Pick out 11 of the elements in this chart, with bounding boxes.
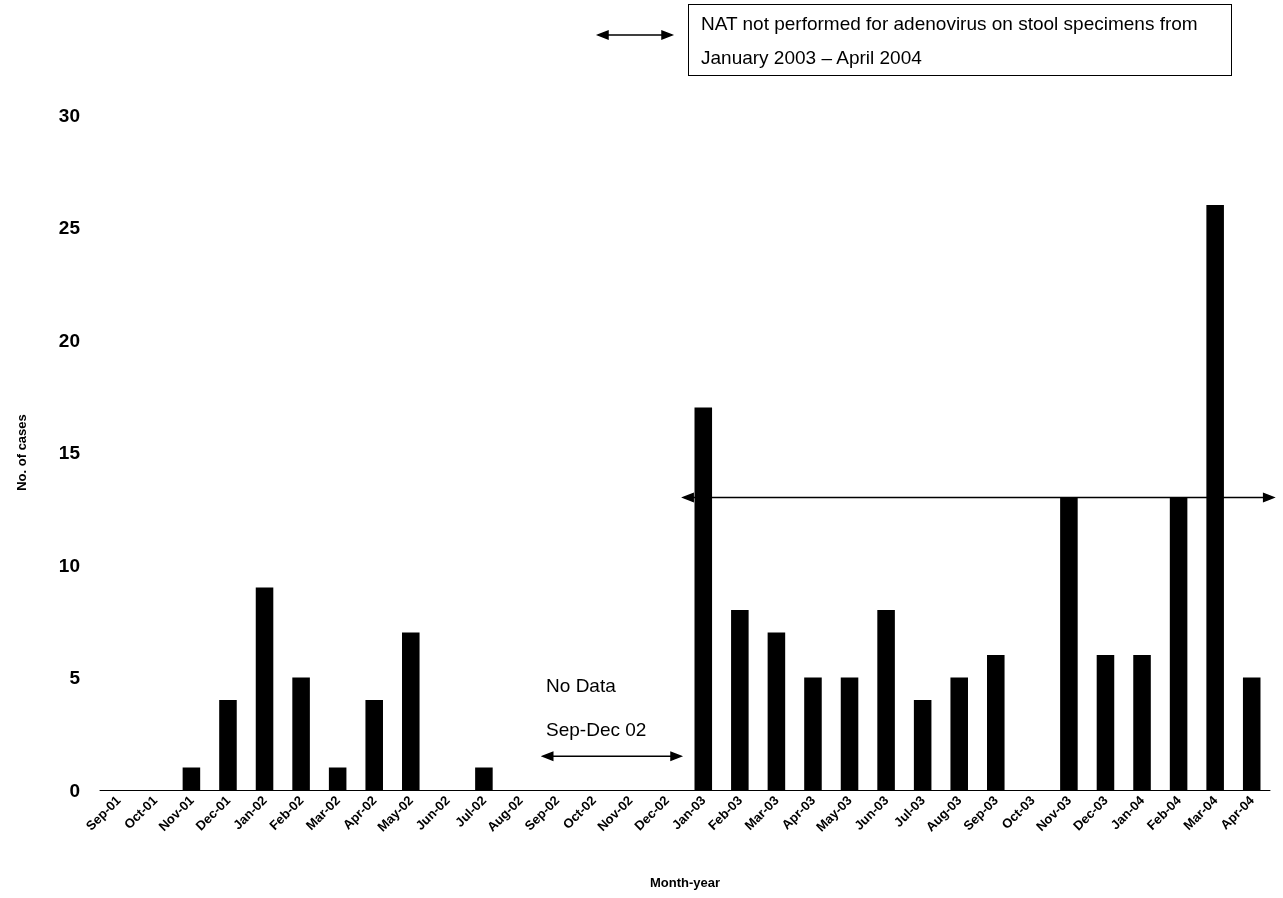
y-tick-label: 5	[69, 667, 81, 688]
y-tick-label: 0	[69, 779, 80, 801]
y-tick-label: 30	[58, 104, 80, 126]
y-axis-title: No. of cases	[14, 414, 29, 491]
text: No Data Sep-Dec 02	[546, 675, 647, 740]
x-axis-title: Month-year	[649, 875, 721, 890]
y-tick-label: 20	[58, 329, 80, 351]
text: NAT not performed for adenovirus on stool specimens from January 2003 – April 2004	[688, 4, 1232, 76]
y-tick-label: 15	[58, 442, 81, 463]
y-tick-label: 25	[58, 217, 81, 238]
y-tick-label: 10	[58, 554, 80, 576]
